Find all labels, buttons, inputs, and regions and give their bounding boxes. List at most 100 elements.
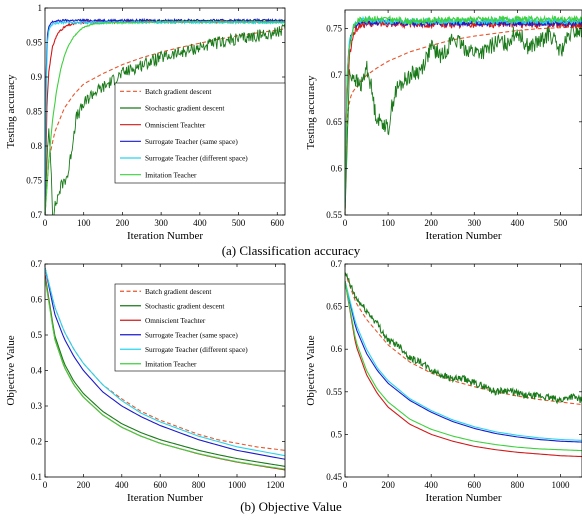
y-tick-label: 0.4 — [31, 366, 43, 376]
y-tick-label: 0.75 — [326, 24, 342, 34]
chart-panel-1: 0 100 200 300 400 500 600 0.7 0.75 0.8 0.85 0.9 0.95… — [5, 3, 286, 242]
series-line-4 — [45, 267, 285, 460]
x-axis-label: Iteration Number — [127, 492, 203, 504]
y-tick-label: 0.65 — [326, 117, 342, 127]
x-axis-label: Iteration Number — [425, 230, 501, 242]
series-line-2 — [45, 23, 285, 215]
legend-label: Imitation Teacher — [145, 359, 197, 368]
y-tick-label: 0.6 — [331, 344, 343, 354]
y-tick-label: 0.3 — [31, 401, 43, 411]
legend-label: Surrogate Teacher (same space) — [145, 330, 238, 339]
series-line-5 — [45, 267, 285, 457]
y-tick-label: 0.95 — [26, 38, 42, 48]
y-tick-label: 0.7 — [331, 70, 343, 80]
legend-label: Omniscient Teachter — [145, 120, 206, 129]
legend-label: Batch gradient descent — [145, 287, 211, 296]
chart-panel-4: 0 200 400 600 800 1000 0.45 0.5 0.55 0.6 0.65 0.7 It… — [305, 259, 582, 504]
series-line-5 — [45, 19, 285, 215]
x-tick-label: 100 — [77, 218, 91, 228]
x-tick-label: 1000 — [228, 480, 247, 490]
series-line-2 — [45, 274, 285, 467]
series-line-2 — [345, 23, 582, 215]
series-line-2 — [345, 272, 582, 405]
axes-frame — [344, 9, 582, 216]
x-tick-label: 200 — [77, 480, 91, 490]
chart-panel-2: 0 100 200 300 400 500 0.55 0.6 0.65 0.7 0.75 Iterat… — [305, 9, 582, 242]
y-axis-label: Objective Value — [5, 335, 17, 405]
x-tick-label: 800 — [192, 480, 206, 490]
legend-label: Stochastic gradient descent — [145, 301, 224, 310]
chart-panel-3: 0 200 400 600 800 1000 1200 0.1 0.2 0.3 0.4 0.5 0.6 0… — [5, 259, 286, 504]
series-line-1 — [345, 26, 582, 215]
x-tick-label: 0 — [43, 218, 48, 228]
y-tick-label: 0.65 — [326, 302, 342, 312]
y-tick-label: 0.7 — [331, 259, 343, 269]
y-tick-label: 0.7 — [31, 259, 43, 269]
y-tick-label: 0.2 — [31, 437, 42, 447]
x-tick-label: 600 — [468, 480, 482, 490]
y-tick-label: 0.5 — [331, 429, 343, 439]
x-tick-label: 600 — [271, 218, 285, 228]
x-tick-label: 300 — [468, 218, 482, 228]
x-tick-label: 300 — [154, 218, 168, 228]
legend: Batch gradient descent Stochastic gradien… — [114, 283, 286, 372]
legend-box — [114, 82, 286, 184]
x-tick-label: 400 — [193, 218, 207, 228]
caption-classification-accuracy: (a) Classification accuracy — [221, 243, 361, 258]
x-tick-label: 400 — [424, 480, 438, 490]
x-tick-label: 0 — [43, 480, 48, 490]
x-tick-label: 1200 — [266, 480, 285, 490]
y-axis-label: Testing accuracy — [305, 75, 317, 150]
y-tick-label: 0.1 — [31, 472, 42, 482]
legend-box — [114, 283, 286, 372]
x-axis-label: Iteration Number — [425, 492, 501, 504]
y-tick-label: 1 — [38, 3, 43, 13]
legend-label: Surrogate Teacher (different space) — [145, 154, 248, 163]
legend-label: Omniscient Teachter — [145, 316, 206, 325]
x-tick-label: 500 — [554, 218, 568, 228]
y-axis-label: Objective Value — [305, 335, 317, 405]
y-tick-label: 0.8 — [31, 141, 43, 151]
legend-label: Batch gradient descent — [145, 87, 211, 96]
y-tick-label: 0.45 — [326, 472, 342, 482]
x-tick-label: 600 — [153, 480, 167, 490]
plot-area — [45, 17, 285, 215]
legend-label: Surrogate Teacher (different space) — [145, 345, 248, 354]
y-tick-label: 0.55 — [326, 387, 342, 397]
series-line-6 — [45, 20, 285, 215]
x-tick-label: 200 — [424, 218, 438, 228]
y-tick-label: 0.9 — [31, 72, 43, 82]
series-line-3 — [345, 280, 582, 458]
y-tick-label: 0.7 — [31, 210, 43, 220]
x-tick-label: 400 — [115, 480, 129, 490]
legend: Batch gradient descent Stochastic gradien… — [114, 82, 286, 184]
series-line-6 — [345, 280, 582, 452]
legend-label: Imitation Teacher — [145, 170, 197, 179]
x-tick-label: 0 — [343, 218, 348, 228]
caption-objective-value: (b) Objective Value — [240, 499, 342, 514]
y-tick-label: 0.6 — [31, 295, 43, 305]
x-tick-label: 400 — [511, 218, 525, 228]
axes-frame — [344, 263, 582, 478]
y-tick-label: 0.85 — [26, 107, 42, 117]
plot-area — [45, 267, 285, 471]
legend-label: Stochastic gradient descent — [145, 104, 224, 113]
x-axis-label: Iteration Number — [127, 230, 203, 242]
x-tick-label: 800 — [511, 480, 525, 490]
y-axis-label: Testing accuracy — [5, 74, 17, 149]
series-line-5 — [345, 280, 582, 441]
y-tick-label: 0.75 — [26, 176, 42, 186]
x-tick-label: 0 — [343, 480, 348, 490]
y-tick-label: 0.55 — [326, 210, 342, 220]
series-line-1 — [345, 272, 582, 406]
plot-area — [345, 14, 582, 215]
plot-area — [345, 272, 582, 458]
x-tick-label: 500 — [232, 218, 246, 228]
x-tick-label: 1000 — [551, 480, 570, 490]
series-line-6 — [345, 14, 582, 206]
x-tick-label: 100 — [381, 218, 395, 228]
legend-label: Surrogate Teacher (same space) — [145, 137, 238, 146]
x-tick-label: 200 — [116, 218, 130, 228]
x-tick-label: 200 — [381, 480, 395, 490]
